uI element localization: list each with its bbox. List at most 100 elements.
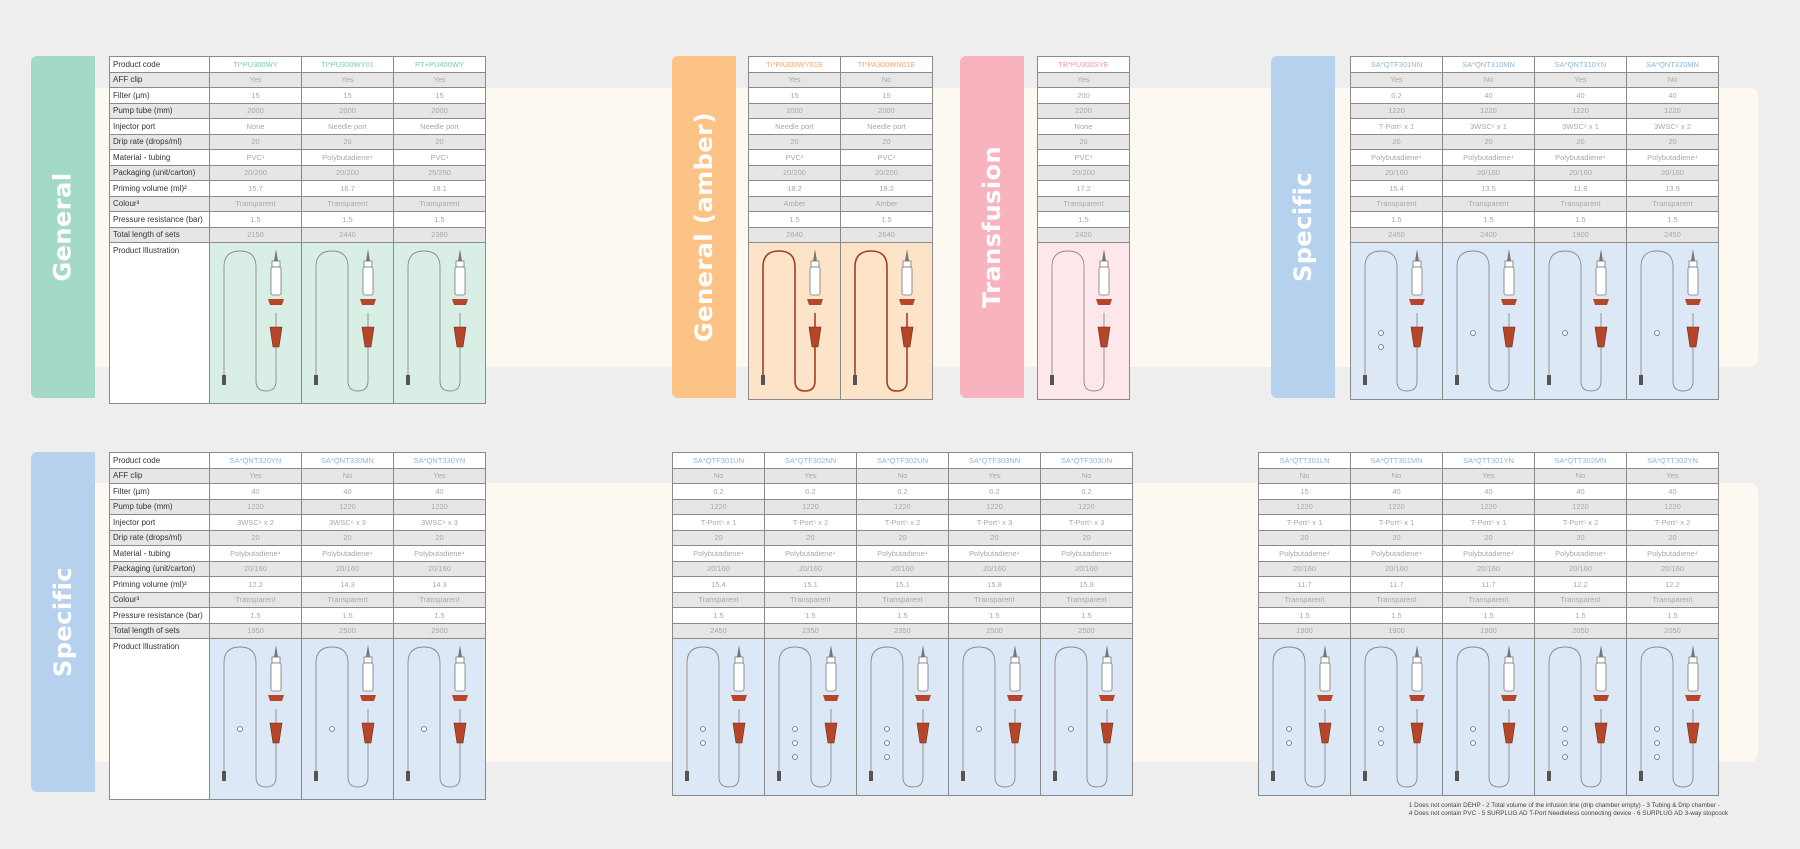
spec-value: 0.2 <box>764 483 857 500</box>
spec-value: 2640 <box>748 226 841 243</box>
spec-value: Transparent <box>393 591 486 608</box>
table-row: Polybutadiene⁴ Polybutadiene⁴ Polybutadien… <box>672 545 1133 562</box>
spec-value: PVC¹ <box>840 149 933 166</box>
spec-value: 20 <box>764 529 857 546</box>
spec-value: Polybutadiene⁴ <box>948 545 1041 562</box>
spec-value: 20 <box>948 529 1041 546</box>
spec-value: 0.2 <box>1040 483 1133 500</box>
table-row: Yes <box>1037 71 1130 88</box>
table-row: Colour³ Transparent Transparent Transparent <box>109 591 486 608</box>
spike-icon <box>1599 249 1603 261</box>
roller-clamp-icon <box>1410 722 1424 744</box>
table-row: 1.5 1.5 1.5 1.5 1.5 <box>672 607 1133 624</box>
product-illustration <box>301 242 394 404</box>
spec-value: Yes <box>1442 467 1535 484</box>
drip-chamber-icon <box>1503 662 1515 692</box>
drip-chamber-icon <box>1503 266 1515 296</box>
spec-value: No <box>1534 467 1627 484</box>
spec-value: 2000 <box>209 102 302 119</box>
product-illustration <box>1350 638 1443 796</box>
table-row: None <box>1037 118 1130 135</box>
table-row: T-Port⁵ x 1 3WSC⁶ x 1 3WSC⁶ x 1 3WSC⁶ x 2 <box>1350 118 1719 135</box>
category-tab-label: General <box>49 172 78 282</box>
spec-value: 1.5 <box>1442 211 1535 228</box>
luer-connector-icon <box>406 771 410 781</box>
spec-value: Polybutadiene⁴ <box>1626 545 1719 562</box>
product-code: TI*PU300WY <box>209 56 302 73</box>
clamp-icon <box>360 299 376 305</box>
table-row: Material - tubing Polybutadiene⁴ Polybutad… <box>109 545 486 562</box>
spec-value: 12.2 <box>1534 576 1627 593</box>
spec-value: 2500 <box>948 622 1041 639</box>
spec-value: 1950 <box>209 622 302 639</box>
spike-icon <box>1102 249 1106 261</box>
spec-value: 15 <box>748 87 841 104</box>
spec-value: 20/160 <box>1442 560 1535 577</box>
spec-value: 20/160 <box>672 560 765 577</box>
spec-value: 1.5 <box>1037 211 1130 228</box>
infusion-set-illustration <box>1547 645 1609 788</box>
product-illustration <box>856 638 949 796</box>
table-row: 0.2 0.2 0.2 0.2 0.2 <box>672 483 1133 500</box>
spec-value: 20 <box>1442 133 1535 150</box>
spec-value: Yes <box>748 71 841 88</box>
spec-value: 20/160 <box>1350 560 1443 577</box>
spec-value: 16.7 <box>301 180 394 197</box>
row-label: Product Illustration <box>109 638 210 800</box>
clamp-icon <box>1317 695 1333 701</box>
luer-connector-icon <box>869 771 873 781</box>
spike-icon <box>458 645 462 657</box>
luer-connector-icon <box>761 375 765 385</box>
spec-value: 2400 <box>1442 226 1535 243</box>
spec-value: 1.5 <box>1442 607 1535 624</box>
spec-value: 11.7 <box>1442 576 1535 593</box>
spec-value: 15.1 <box>856 576 949 593</box>
table-row: Polybutadiene⁴ Polybutadiene⁴ Polybutadien… <box>1350 149 1719 166</box>
spec-value: No <box>672 467 765 484</box>
luer-connector-icon <box>222 771 226 781</box>
table-row: Priming volume (ml)² 12.2 14.3 14.3 <box>109 576 486 593</box>
spec-value: 20 <box>1350 133 1443 150</box>
drip-chamber-icon <box>270 662 282 692</box>
spec-value: 20 <box>393 529 486 546</box>
infusion-set-illustration <box>961 645 1023 788</box>
spec-value: 20/160 <box>1350 164 1443 181</box>
spec-value: Yes <box>948 467 1041 484</box>
table-row: Pressure resistance (bar) 1.5 1.5 1.5 <box>109 211 486 228</box>
table-row: Pump tube (mm) 2000 2000 2000 <box>109 102 486 119</box>
spec-value: 20/160 <box>1442 164 1535 181</box>
spec-value: 20/200 <box>209 164 302 181</box>
spec-value: Transparent <box>1534 591 1627 608</box>
spec-value: Needle port <box>301 118 394 135</box>
spec-value: Transparent <box>672 591 765 608</box>
product-code: SA*QTT302YN <box>1626 452 1719 469</box>
drip-chamber-icon <box>733 662 745 692</box>
spec-value: 2150 <box>209 226 302 243</box>
row-label: Colour³ <box>109 195 210 212</box>
table-row: TB*PU300SYE <box>1037 56 1130 73</box>
spike-icon <box>1415 249 1419 261</box>
spec-value: No <box>1350 467 1443 484</box>
roller-clamp-icon <box>1686 722 1700 744</box>
table-row: 20/160 20/160 20/160 20/160 20/160 <box>1258 560 1719 577</box>
spec-value: Yes <box>301 71 394 88</box>
drip-chamber-icon <box>270 266 282 296</box>
spec-value: 20 <box>1534 529 1627 546</box>
spec-value: 2000 <box>840 102 933 119</box>
product-code: SA*QTF302NN <box>764 452 857 469</box>
table-row: 1220 1220 1220 1220 1220 <box>1258 498 1719 515</box>
row-label: Drip rate (drops/ml) <box>109 133 210 150</box>
spec-value: 1220 <box>672 498 765 515</box>
spike-icon <box>737 645 741 657</box>
spec-value: 3WSC⁶ x 1 <box>1534 118 1627 135</box>
product-illustration <box>1442 638 1535 796</box>
infusion-set-illustration <box>1271 645 1333 788</box>
spec-value: 1.5 <box>764 607 857 624</box>
product-illustration <box>840 242 933 400</box>
roller-clamp-icon <box>1594 326 1608 348</box>
spec-value: 12.2 <box>209 576 302 593</box>
product-code: TI*PA300WY01E <box>748 56 841 73</box>
spec-value: 20/200 <box>1037 164 1130 181</box>
table-row: Product Illustration <box>109 242 486 404</box>
spec-value: No <box>1626 71 1719 88</box>
